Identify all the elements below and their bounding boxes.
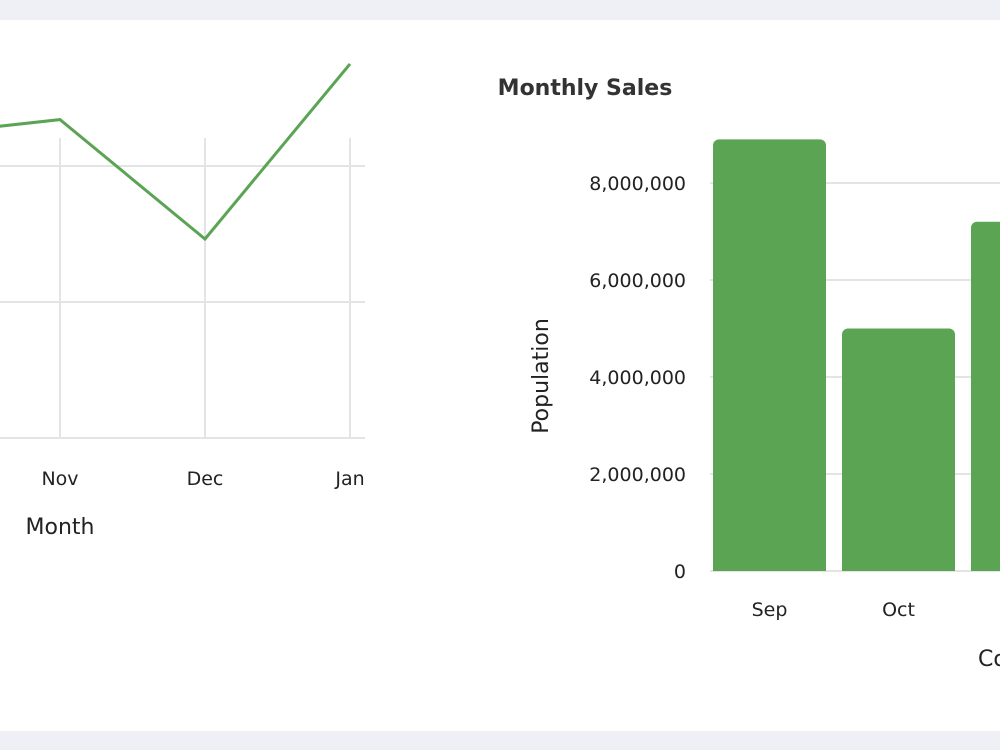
line-chart-grid [0, 138, 365, 439]
bar-chart-x-tick-label: Sep [752, 599, 788, 621]
bar-base [713, 563, 826, 571]
line-chart-x-ticks: Nov Dec Jan [41, 468, 364, 490]
bar-base [971, 563, 1000, 571]
bar-sep [713, 139, 826, 571]
bar-chart-y-tick-label: 0 [674, 561, 686, 583]
bar-chart-y-tick-label: 8,000,000 [589, 173, 686, 195]
line-chart-x-tick-label: Dec [187, 468, 224, 490]
bar-chart-y-tick-label: 4,000,000 [589, 367, 686, 389]
line-chart-x-tick-label: Nov [41, 468, 78, 490]
bar-nov [971, 221, 1000, 571]
bar-chart: Monthly Sales 0 2,000,000 4,000,000 6,000,0… [498, 76, 1000, 672]
bar-chart-x-ticks: Sep Oct [752, 599, 915, 621]
line-series-line [0, 62, 352, 242]
bar-chart-x-tick-label: Oct [882, 599, 915, 621]
line-chart-x-axis-title: Month [26, 515, 95, 540]
bar-chart-y-ticks: 0 2,000,000 4,000,000 6,000,000 8,000,000 [589, 173, 686, 583]
bar-chart-y-tick-label: 2,000,000 [589, 464, 686, 486]
bar-oct [842, 328, 955, 571]
charts-svg: Nov Dec Jan Month Monthly Sales 0 2,000,000… [0, 62, 1000, 672]
bar-chart-bars [713, 139, 1000, 571]
bar-chart-y-tick-label: 6,000,000 [589, 270, 686, 292]
line-chart-x-tick-label: Jan [334, 468, 364, 490]
bar-chart-title: Monthly Sales [498, 76, 673, 101]
bar-base [842, 563, 955, 571]
line-chart: Nov Dec Jan Month [0, 62, 365, 540]
bar-chart-x-axis-title: Co [978, 647, 1000, 672]
charts-card: Nov Dec Jan Month Monthly Sales 0 2,000,000… [0, 20, 1000, 731]
bar-chart-y-axis-title: Population [529, 318, 554, 434]
